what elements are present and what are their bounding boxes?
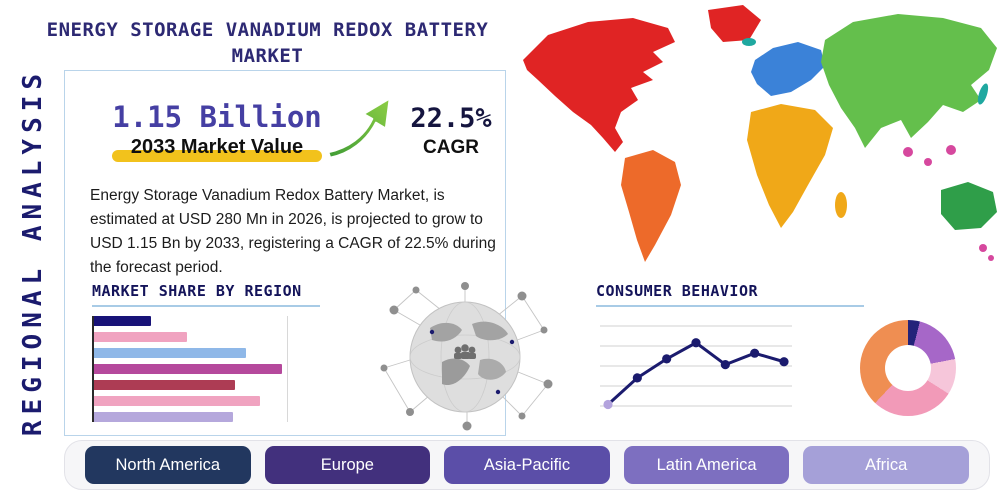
cagr-block: 22.5% CAGR (392, 103, 510, 159)
region-button-latin-america[interactable]: Latin America (623, 446, 790, 484)
map-africa (747, 104, 833, 228)
region-button-north-america[interactable]: North America (85, 446, 251, 484)
cagr-value: 22.5% (410, 103, 492, 134)
trend-point (779, 357, 789, 367)
market-value-stat: 1.15 Billion (112, 100, 322, 134)
region-share-donut-chart (860, 320, 956, 416)
world-map (503, 0, 1000, 272)
market-share-bar (94, 380, 235, 390)
trend-point (720, 360, 730, 370)
map-japan (977, 83, 989, 105)
market-share-bar (94, 364, 283, 374)
map-asia (821, 14, 997, 148)
trend-point (632, 373, 642, 383)
market-share-bar (94, 396, 261, 406)
page-title-line2: MARKET (231, 44, 304, 67)
region-buttons-bar: North America Europe Asia-Pacific Latin Ame… (64, 440, 990, 490)
map-island-1 (903, 147, 913, 157)
market-share-bar (94, 332, 188, 342)
side-label-regional-analysis: REGIONAL ANALYSIS (18, 67, 48, 437)
map-iceland (742, 38, 756, 46)
yellow-underline-decoration (112, 150, 322, 162)
market-share-bar (94, 412, 233, 422)
consumer-behavior-line-chart (598, 314, 794, 420)
market-description: Energy Storage Vanadium Redox Battery Ma… (90, 187, 496, 277)
map-island-3 (946, 145, 956, 155)
market-value-label-text: 2033 Market Value (130, 136, 304, 158)
map-south-america (621, 150, 681, 262)
consumer-behavior-heading: CONSUMER BEHAVIOR (596, 282, 864, 307)
market-value-label: 2033 Market Value (88, 136, 346, 162)
bar-chart-end-gridline (287, 316, 288, 422)
region-button-europe[interactable]: Europe (264, 446, 431, 484)
trend-point (662, 354, 672, 364)
trend-point (603, 399, 613, 410)
region-button-asia-pacific[interactable]: Asia-Pacific (444, 446, 610, 484)
globe-network-graphic (372, 280, 558, 432)
map-new-zealand-1 (979, 244, 987, 252)
map-australia (941, 182, 997, 230)
region-button-africa[interactable]: Africa (803, 446, 969, 484)
market-share-bar-chart (92, 316, 292, 422)
map-north-america (523, 18, 675, 152)
growth-arrow-icon (322, 92, 396, 162)
map-greenland (708, 5, 761, 42)
page-title: ENERGY STORAGE VANADIUM REDOX BATTERY MA… (40, 18, 495, 69)
map-europe (751, 42, 825, 96)
market-share-bar (94, 348, 247, 358)
map-new-zealand-2 (988, 255, 994, 261)
donut-hole (885, 345, 931, 391)
page-title-line1: ENERGY STORAGE VANADIUM REDOX BATTERY (46, 19, 489, 41)
trend-point (750, 348, 760, 358)
content-frame (64, 70, 506, 436)
market-share-heading: MARKET SHARE BY REGION (92, 282, 320, 307)
map-madagascar (835, 192, 847, 218)
map-island-2 (924, 158, 932, 166)
trend-point (691, 338, 701, 348)
market-share-bar (94, 316, 152, 326)
cagr-label: CAGR (423, 137, 479, 158)
